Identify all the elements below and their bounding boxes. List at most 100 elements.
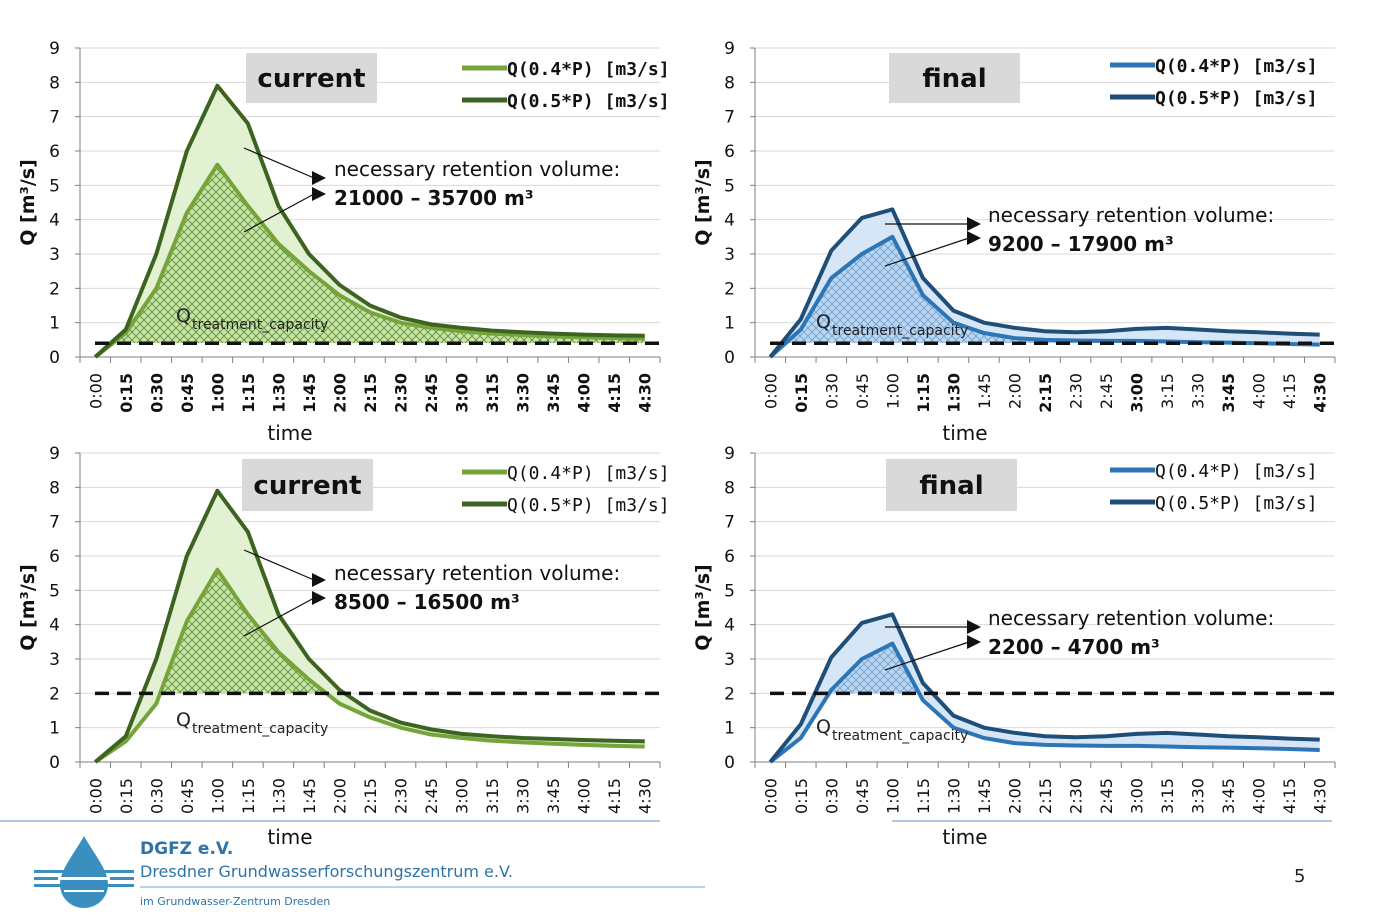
x-tick-label: 1:30	[269, 778, 288, 814]
y-tick-label: 6	[724, 142, 735, 162]
arrow-head	[967, 217, 981, 231]
x-tick-label: 1:00	[208, 373, 227, 413]
x-tick-label: 1:45	[975, 778, 994, 814]
x-tick-label: 4:30	[636, 778, 655, 814]
y-tick-label: 2	[49, 684, 60, 704]
y-tick-label: 4	[49, 616, 60, 636]
x-tick-label: 2:30	[392, 778, 411, 814]
series-line-0.4P	[768, 234, 1320, 359]
retention-area-lower	[95, 569, 645, 694]
retention-area-lower	[770, 643, 1320, 694]
x-tick-label: 3:30	[1189, 778, 1208, 814]
org-subtitle: im Grundwasser-Zentrum Dresden	[140, 895, 331, 908]
x-tick-label: 3:45	[544, 373, 563, 413]
annotation-line1: necessary retention volume:	[334, 561, 620, 585]
x-tick-label: 1:00	[208, 778, 227, 814]
y-tick-label: 7	[724, 108, 735, 128]
threshold-label-sub: treatment_capacity	[192, 317, 328, 333]
annotation-line1: necessary retention volume:	[334, 157, 620, 181]
y-tick-label: 3	[724, 245, 735, 265]
x-tick-label: 1:00	[883, 373, 902, 409]
y-tick-label: 2	[724, 279, 735, 299]
x-tick-label: 1:30	[944, 778, 963, 814]
x-tick-label: 4:15	[605, 778, 624, 814]
x-tick-label: 3:15	[483, 778, 502, 814]
scenario-box	[889, 53, 1020, 103]
y-tick-label: 0	[49, 753, 60, 773]
x-tick-label: 2:00	[330, 373, 349, 413]
retention-area-lower	[785, 236, 1259, 344]
x-tick-label: 2:15	[361, 778, 380, 814]
x-tick-label: 1:30	[944, 373, 963, 413]
y-tick-label: 7	[49, 108, 60, 128]
y-axis-title: Q [m³/s]	[692, 159, 714, 246]
x-tick-label: 1:00	[883, 778, 902, 814]
retention-area-upper	[95, 85, 645, 358]
annotation-arrow	[884, 237, 970, 267]
annotation-line2: 8500 – 16500 m³	[334, 590, 520, 614]
y-tick-label: 5	[724, 176, 735, 196]
footer-lines	[0, 820, 1332, 888]
y-tick-label: 6	[724, 547, 735, 567]
threshold-label: Q	[176, 709, 191, 731]
x-tick-label: 2:30	[1067, 373, 1086, 409]
chart-panel-1: 0 1 2 3 4 5 6 7 8 9 0:00 0:15 0:30 0:45 1:00 1:15 1:30 1:…	[692, 39, 1336, 445]
threshold-label: Q	[176, 305, 191, 327]
x-tick-label: 2:45	[422, 373, 441, 413]
arrow-head	[312, 187, 326, 201]
y-tick-label: 0	[724, 348, 735, 368]
x-tick-label: 4:30	[1311, 778, 1330, 814]
chart-panel-3: 0 1 2 3 4 5 6 7 8 9 0:00 0:15 0:30 0:45 1:00 1:15 1:30 1:…	[692, 444, 1336, 849]
y-tick-label: 5	[724, 581, 735, 601]
x-tick-label: 0:45	[178, 373, 197, 413]
x-tick-label: 4:30	[1311, 373, 1330, 413]
chart-panel-0: 0 1 2 3 4 5 6 7 8 9 0:00 0:15 0:30 0:45 1:00 1:15 1:30 1:…	[17, 39, 670, 445]
y-tick-label: 5	[49, 176, 60, 196]
x-tick-label: 1:15	[239, 373, 258, 413]
scenario-box	[886, 459, 1017, 511]
y-tick-label: 8	[724, 478, 735, 498]
legend-label: Q(0.4*P) [m3/s]	[1155, 461, 1318, 482]
y-axis-title: Q [m³/s]	[692, 564, 714, 651]
scenario-label: final	[919, 471, 983, 501]
x-tick-label: 0:45	[178, 778, 197, 814]
water-drop-icon	[34, 836, 134, 908]
series-line-0.4P	[769, 641, 1320, 764]
legend-label: Q(0.5*P) [m3/s]	[1155, 88, 1318, 109]
legend-label: Q(0.4*P) [m3/s]	[507, 463, 670, 484]
x-tick-label: 0:45	[853, 778, 872, 814]
retention-area-lower	[112, 164, 645, 344]
x-tick-label: 0:45	[853, 373, 872, 409]
legend-label: Q(0.4*P) [m3/s]	[507, 59, 670, 80]
y-tick-label: 9	[49, 444, 60, 464]
annotation-arrow	[243, 549, 315, 581]
x-tick-label: 2:15	[1036, 778, 1055, 814]
x-tick-label: 0:00	[86, 778, 105, 814]
x-tick-label: 1:15	[914, 778, 933, 814]
chart-panel-2: 0 1 2 3 4 5 6 7 8 9 0:00 0:15 0:30 0:45 1:00 1:15 1:30 1:…	[17, 444, 670, 849]
x-tick-label: 3:30	[514, 778, 533, 814]
y-tick-label: 0	[724, 753, 735, 773]
x-tick-label: 0:30	[147, 778, 166, 814]
scenario-box	[242, 459, 373, 511]
annotation-line1: necessary retention volume:	[988, 606, 1274, 630]
y-tick-label: 8	[49, 478, 60, 498]
y-axis-title: Q [m³/s]	[17, 159, 39, 246]
x-tick-label: 4:15	[605, 373, 624, 413]
y-axis-title: Q [m³/s]	[17, 564, 39, 651]
footer	[0, 812, 1386, 918]
scenario-label: final	[922, 64, 986, 94]
x-tick-label: 3:00	[453, 778, 472, 814]
org-full-name: Dresdner Grundwasserforschungszentrum e.…	[140, 862, 513, 881]
y-tick-label: 1	[724, 719, 735, 739]
x-tick-label: 3:15	[483, 373, 502, 413]
x-tick-label: 2:30	[1067, 778, 1086, 814]
x-tick-label: 2:15	[361, 373, 380, 413]
x-tick-label: 3:00	[1128, 373, 1147, 413]
series-line-0.4P	[94, 567, 645, 764]
x-tick-label: 2:45	[1097, 778, 1116, 814]
x-tick-label: 2:15	[1036, 373, 1055, 413]
y-tick-label: 5	[49, 581, 60, 601]
x-tick-label: 1:45	[975, 373, 994, 409]
